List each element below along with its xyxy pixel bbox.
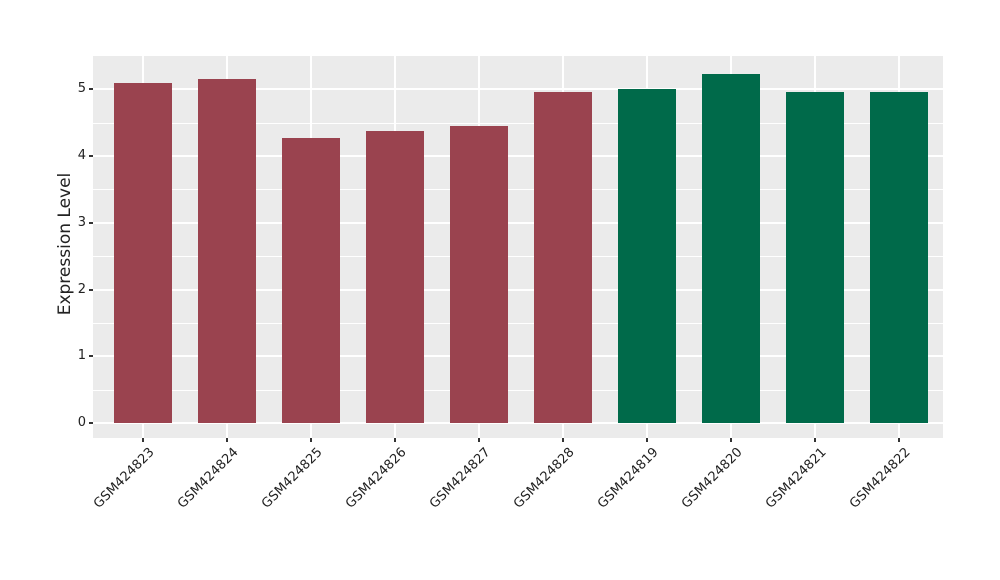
x-tick-mark-GSM424825 xyxy=(310,438,312,442)
x-tick-mark-GSM424827 xyxy=(478,438,480,442)
y-tick-mark-1 xyxy=(89,355,93,357)
y-tick-label-3: 3 xyxy=(77,215,86,230)
y-tick-mark-3 xyxy=(89,222,93,224)
gridline-major-y-4 xyxy=(93,155,943,157)
y-tick-label-4: 4 xyxy=(77,148,86,163)
x-tick-label-GSM424822: GSM424822 xyxy=(847,445,914,512)
x-tick-label-GSM424820: GSM424820 xyxy=(679,445,746,512)
x-tick-mark-GSM424826 xyxy=(394,438,396,442)
gridline-major-y-5 xyxy=(93,88,943,90)
x-tick-label-GSM424827: GSM424827 xyxy=(427,445,494,512)
x-tick-label-GSM424819: GSM424819 xyxy=(595,445,662,512)
bar-GSM424828 xyxy=(534,92,592,423)
bar-GSM424819 xyxy=(618,89,676,423)
x-tick-mark-GSM424819 xyxy=(646,438,648,442)
x-tick-label-GSM424828: GSM424828 xyxy=(511,445,578,512)
gridline-major-y-3 xyxy=(93,222,943,224)
bar-GSM424827 xyxy=(450,126,508,423)
bar-GSM424820 xyxy=(702,74,760,423)
bar-GSM424825 xyxy=(282,138,340,423)
gridline-major-y-1 xyxy=(93,355,943,357)
gridline-major-y-2 xyxy=(93,289,943,291)
y-tick-mark-0 xyxy=(89,422,93,424)
y-tick-label-0: 0 xyxy=(77,415,86,430)
y-tick-label-1: 1 xyxy=(77,348,86,363)
bar-GSM424824 xyxy=(198,79,256,423)
y-tick-label-5: 5 xyxy=(77,81,86,96)
x-tick-mark-GSM424821 xyxy=(814,438,816,442)
gridline-minor-y-3.5 xyxy=(93,189,943,190)
bar-GSM424821 xyxy=(786,92,844,423)
bar-GSM424823 xyxy=(114,83,172,423)
gridline-major-y-0 xyxy=(93,422,943,424)
gridline-minor-y-4.5 xyxy=(93,123,943,124)
x-tick-mark-GSM424820 xyxy=(730,438,732,442)
x-tick-label-GSM424825: GSM424825 xyxy=(259,445,326,512)
x-tick-mark-GSM424823 xyxy=(142,438,144,442)
y-tick-label-2: 2 xyxy=(77,282,86,297)
gridline-minor-y-1.5 xyxy=(93,323,943,324)
x-tick-mark-GSM424822 xyxy=(898,438,900,442)
gridline-minor-y-2.5 xyxy=(93,256,943,257)
x-tick-label-GSM424824: GSM424824 xyxy=(175,445,242,512)
x-tick-label-GSM424821: GSM424821 xyxy=(763,445,830,512)
y-tick-mark-2 xyxy=(89,289,93,291)
x-tick-mark-GSM424828 xyxy=(562,438,564,442)
x-tick-label-GSM424823: GSM424823 xyxy=(91,445,158,512)
x-tick-mark-GSM424824 xyxy=(226,438,228,442)
y-tick-mark-4 xyxy=(89,155,93,157)
plot-panel xyxy=(93,56,943,438)
y-tick-mark-5 xyxy=(89,88,93,90)
bar-GSM424826 xyxy=(366,131,424,423)
gridline-minor-y-0.5 xyxy=(93,390,943,391)
x-tick-label-GSM424826: GSM424826 xyxy=(343,445,410,512)
bar-GSM424822 xyxy=(870,92,928,423)
